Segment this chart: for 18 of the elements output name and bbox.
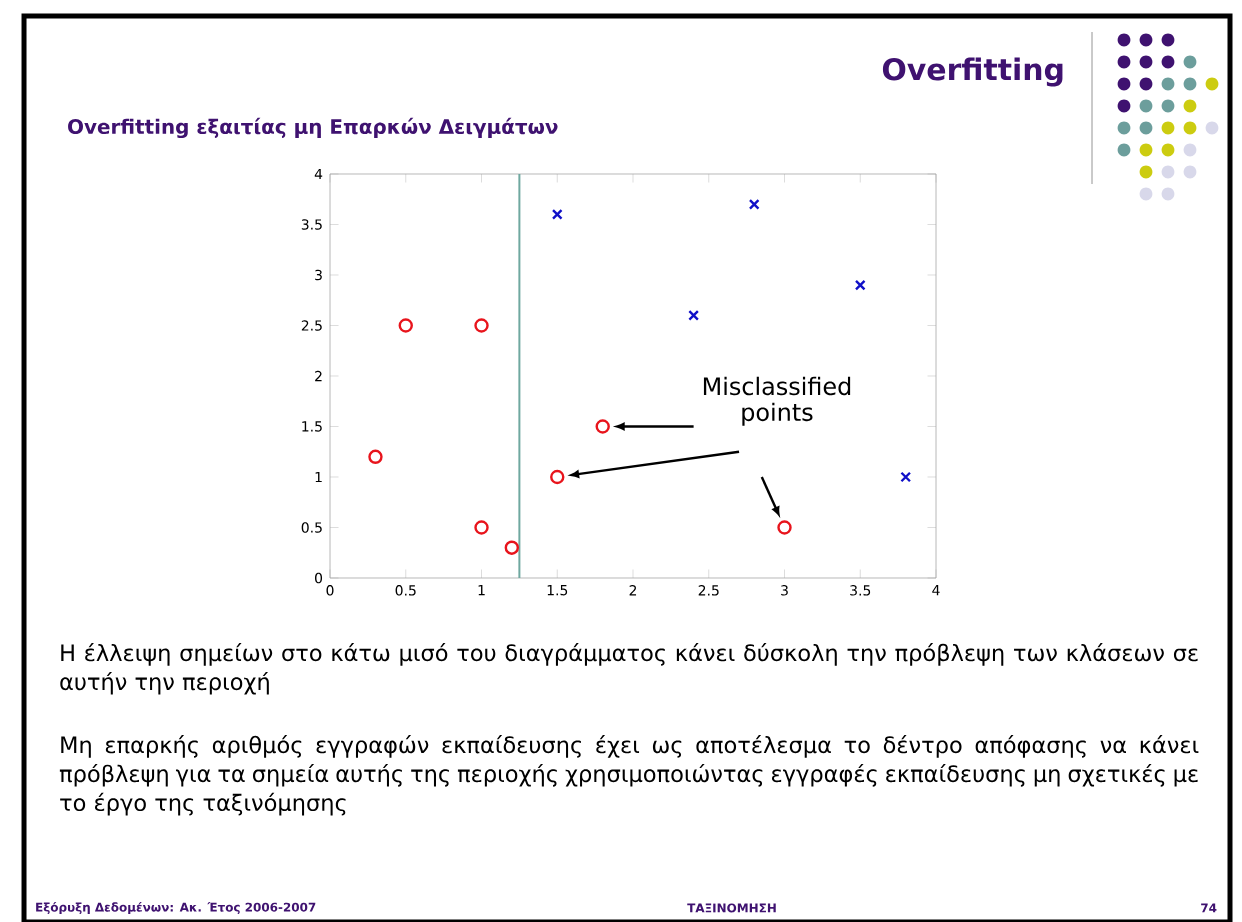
- chart-title: Overfitting: [882, 57, 1063, 87]
- text: Η έλλειψη σημείων στο κάτω μισό του διαγράμματος κάνει δύσκολη την πρόβλεψη των κλάσεων σε αυτήν την περιοχή: [60, 643, 1198, 695]
- chart-subtitle: Overfitting εξαιτίας μη Επαρκών Δειγμάτων: [68, 117, 558, 139]
- text: Μη επαρκής αριθμός εγγραφών εκπαίδευσης έχει ως αποτέλεσμα το δέντρο απόφασης να κάνει πρόβλεψη για τα σημεία αυτής της περιοχής χρησιμοποιώντας εγγραφές εκπαίδευσης μη σχετικές με το έργο της ταξινόμησης: [59, 735, 1199, 816]
- point: [504, 540, 520, 555]
- point: [777, 520, 792, 535]
- point: [688, 309, 700, 321]
- point: [748, 198, 760, 210]
- point: [550, 469, 565, 485]
- point: [474, 318, 489, 333]
- point: [474, 520, 489, 535]
- point: [398, 318, 413, 333]
- point: [595, 419, 610, 434]
- point: [551, 208, 563, 220]
- annotation: Misclassified points: [703, 376, 851, 426]
- point: [900, 471, 912, 483]
- point: [368, 449, 383, 464]
- point: [854, 279, 866, 291]
